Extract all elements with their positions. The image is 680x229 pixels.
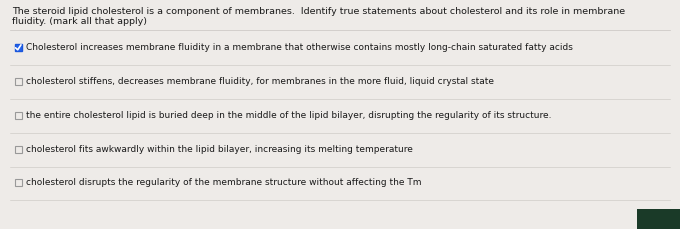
- FancyBboxPatch shape: [14, 44, 22, 51]
- FancyBboxPatch shape: [14, 78, 22, 85]
- Text: fluidity. (mark all that apply): fluidity. (mark all that apply): [12, 17, 147, 26]
- FancyBboxPatch shape: [637, 209, 680, 229]
- Text: cholesterol fits awkwardly within the lipid bilayer, increasing its melting temp: cholesterol fits awkwardly within the li…: [27, 145, 413, 154]
- FancyBboxPatch shape: [14, 146, 22, 153]
- Text: cholesterol disrupts the regularity of the membrane structure without affecting : cholesterol disrupts the regularity of t…: [27, 178, 422, 187]
- Text: the entire cholesterol lipid is buried deep in the middle of the lipid bilayer, : the entire cholesterol lipid is buried d…: [27, 111, 552, 120]
- Text: The steroid lipid cholesterol is a component of membranes.  Identify true statem: The steroid lipid cholesterol is a compo…: [12, 7, 625, 16]
- FancyBboxPatch shape: [14, 179, 22, 186]
- Text: Cholesterol increases membrane fluidity in a membrane that otherwise contains mo: Cholesterol increases membrane fluidity …: [27, 43, 573, 52]
- Text: cholesterol stiffens, decreases membrane fluidity, for membranes in the more flu: cholesterol stiffens, decreases membrane…: [27, 77, 494, 86]
- FancyBboxPatch shape: [14, 112, 22, 119]
